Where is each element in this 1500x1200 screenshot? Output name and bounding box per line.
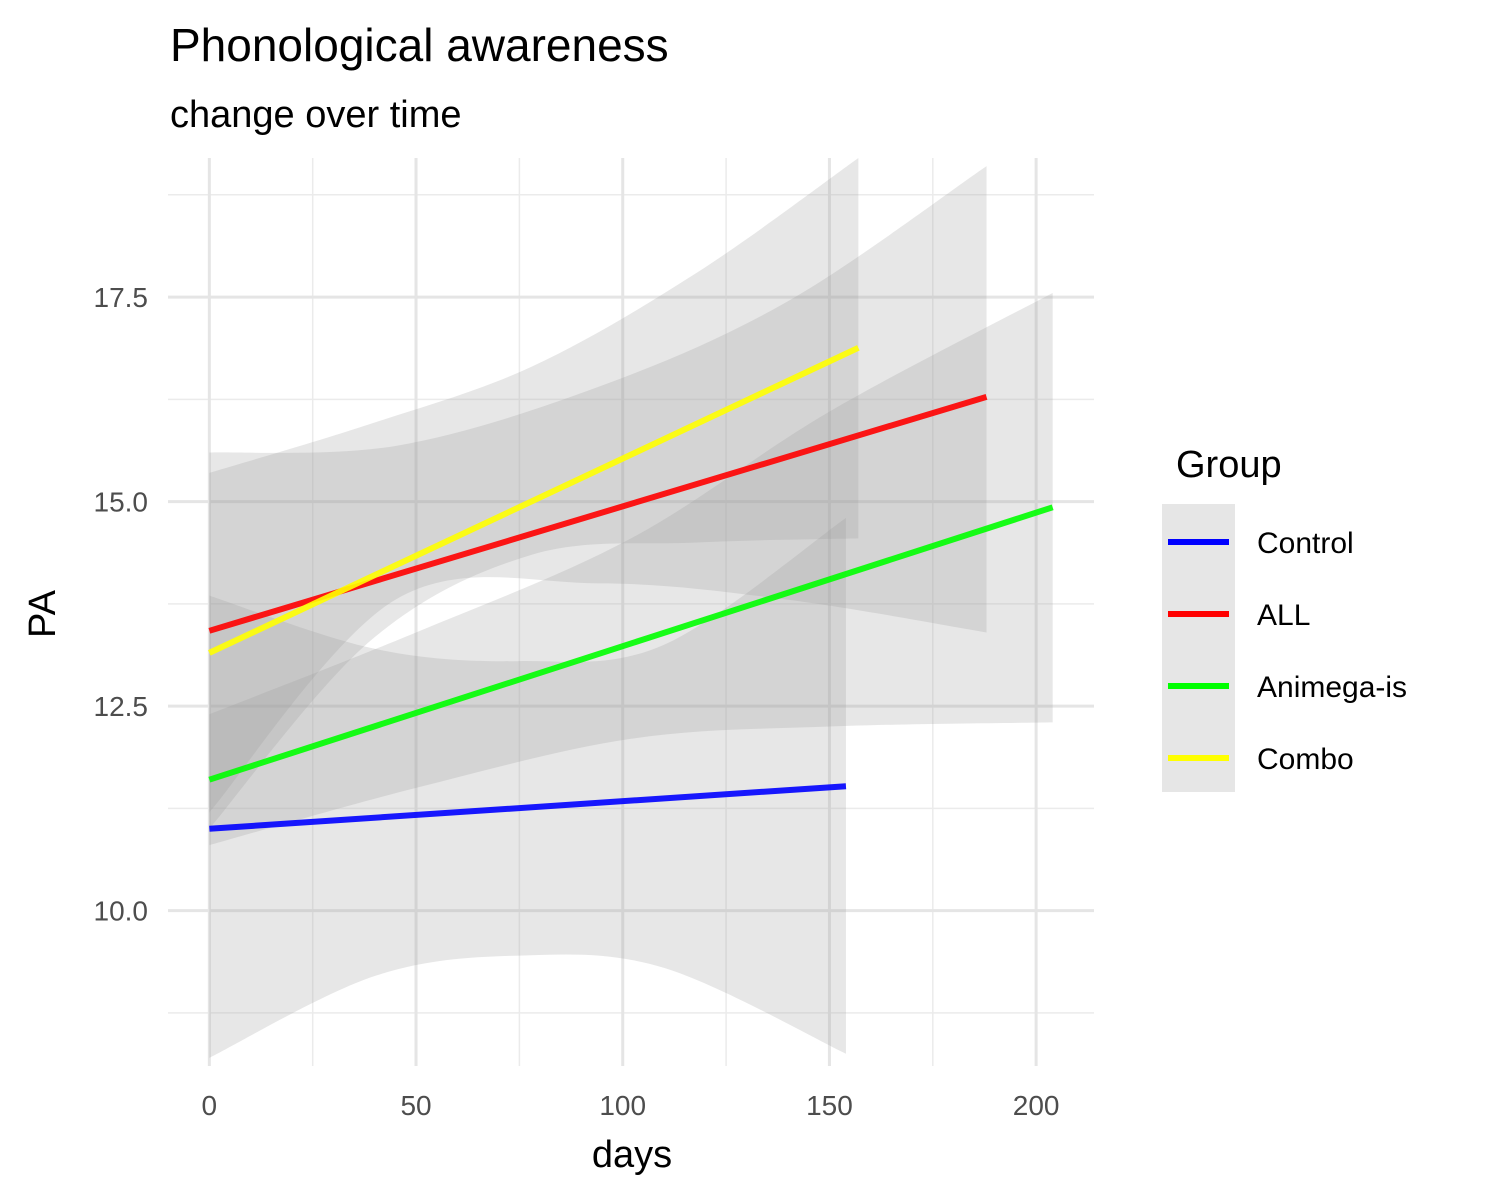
series-line-control xyxy=(209,783,847,832)
legend-label: Control xyxy=(1257,527,1354,560)
y-tick-label: 10.0 xyxy=(94,896,149,927)
x-tick-label: 100 xyxy=(599,1090,646,1121)
chart-subtitle: change over time xyxy=(170,94,462,136)
legend-label: Combo xyxy=(1257,743,1354,776)
series-lines xyxy=(208,345,1054,832)
y-tick-label: 15.0 xyxy=(94,487,149,518)
tick-labels: 0 50 100 150 200 10.0 12.5 15.0 17.5 xyxy=(94,282,1060,1121)
band-all xyxy=(209,166,987,813)
band-animega-is xyxy=(209,292,1053,846)
legend-title: Group xyxy=(1176,444,1282,486)
y-axis-title: PA xyxy=(22,589,64,638)
legend: Group Control ALL Animega-is Combo xyxy=(1162,444,1407,792)
x-tick-label: 50 xyxy=(400,1090,431,1121)
legend-label: Animega-is xyxy=(1257,671,1407,704)
series-line-combo xyxy=(208,345,860,656)
legend-key-background xyxy=(1162,504,1235,792)
series-line-animega-is xyxy=(208,504,1054,783)
band-combo xyxy=(209,158,859,829)
y-tick-label: 12.5 xyxy=(94,691,149,722)
x-tick-label: 150 xyxy=(806,1090,853,1121)
legend-label: ALL xyxy=(1257,599,1310,632)
band-control xyxy=(209,517,846,1058)
y-tick-label: 17.5 xyxy=(94,282,149,313)
x-tick-label: 200 xyxy=(1013,1090,1060,1121)
x-tick-label: 0 xyxy=(202,1090,218,1121)
x-axis-title: days xyxy=(592,1134,672,1176)
chart-title: Phonological awareness xyxy=(170,19,669,71)
confidence-bands xyxy=(209,158,1053,1058)
